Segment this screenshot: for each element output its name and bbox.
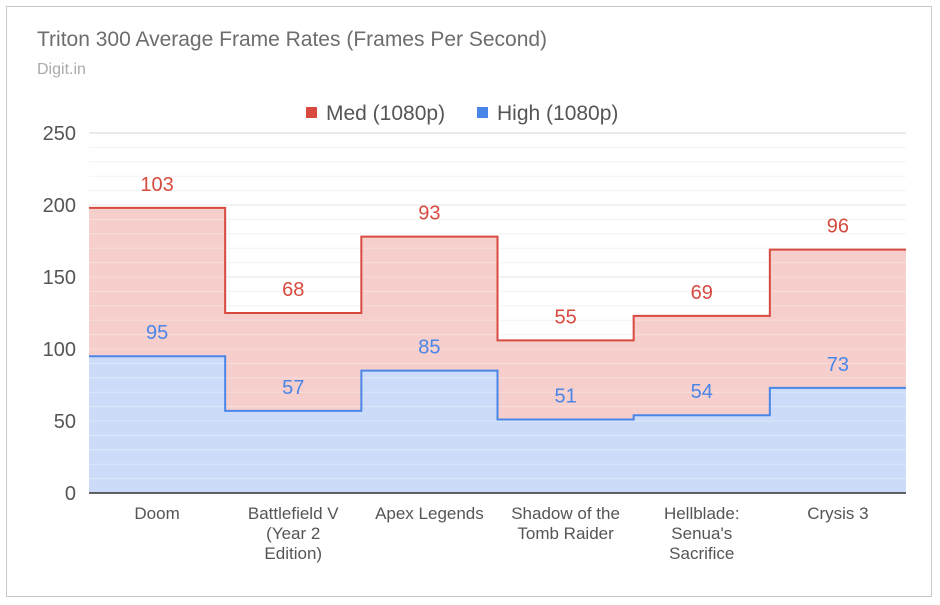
x-tick-label: Hellblade: Senua's Sacrifice [664,504,740,563]
data-label-med: 96 [827,216,849,238]
data-label-high: 73 [827,354,849,376]
data-label-med: 103 [140,174,173,196]
series-area-high [89,356,906,493]
x-tick-label-line: Senua's [671,524,732,543]
chart-title: Triton 300 Average Frame Rates (Frames P… [37,28,548,51]
y-tick-label: 0 [65,483,76,505]
x-tick-label-line: Shadow of the [511,504,620,523]
x-tick-label-line: Apex Legends [375,504,484,523]
series-line-high [89,355,906,421]
x-tick-label: Crysis 3 [807,504,868,523]
data-label-med: 93 [418,203,440,225]
x-tick-label-line: Doom [134,504,179,523]
series-line-med [89,206,906,342]
legend-swatch [477,107,488,118]
x-tick-label: Battlefield V (Year 2 Edition) [248,504,339,563]
data-label-med: 69 [691,282,713,304]
y-tick-label: 150 [43,267,76,289]
x-tick-label-line: (Year 2 [266,524,320,543]
legend-label: Med (1080p) [326,102,445,125]
x-tick-label-line: Sacrifice [669,544,734,563]
x-tick-label-line: Crysis 3 [807,504,868,523]
y-tick-label: 200 [43,195,76,217]
data-label-med: 55 [554,306,576,328]
x-tick-label: Doom [134,504,179,523]
data-label-high: 85 [418,337,440,359]
x-tick-label-line: Edition) [264,544,322,563]
y-tick-label: 50 [54,411,76,433]
data-label-high: 54 [691,381,713,403]
data-label-high: 51 [554,386,576,408]
x-tick-label-line: Hellblade: [664,504,740,523]
data-label-med: 68 [282,279,304,301]
legend-swatch [306,107,317,118]
data-label-high: 57 [282,377,304,399]
legend-label: High (1080p) [497,102,618,125]
x-tick-label: Apex Legends [375,504,484,523]
chart-subtitle: Digit.in [37,61,86,78]
x-tick-label: Shadow of the Tomb Raider [511,504,620,543]
x-tick-label-line: Battlefield V [248,504,339,523]
y-tick-label: 100 [43,339,76,361]
y-tick-label: 250 [43,123,76,145]
data-label-high: 95 [146,322,168,344]
x-tick-label-line: Tomb Raider [517,524,614,543]
